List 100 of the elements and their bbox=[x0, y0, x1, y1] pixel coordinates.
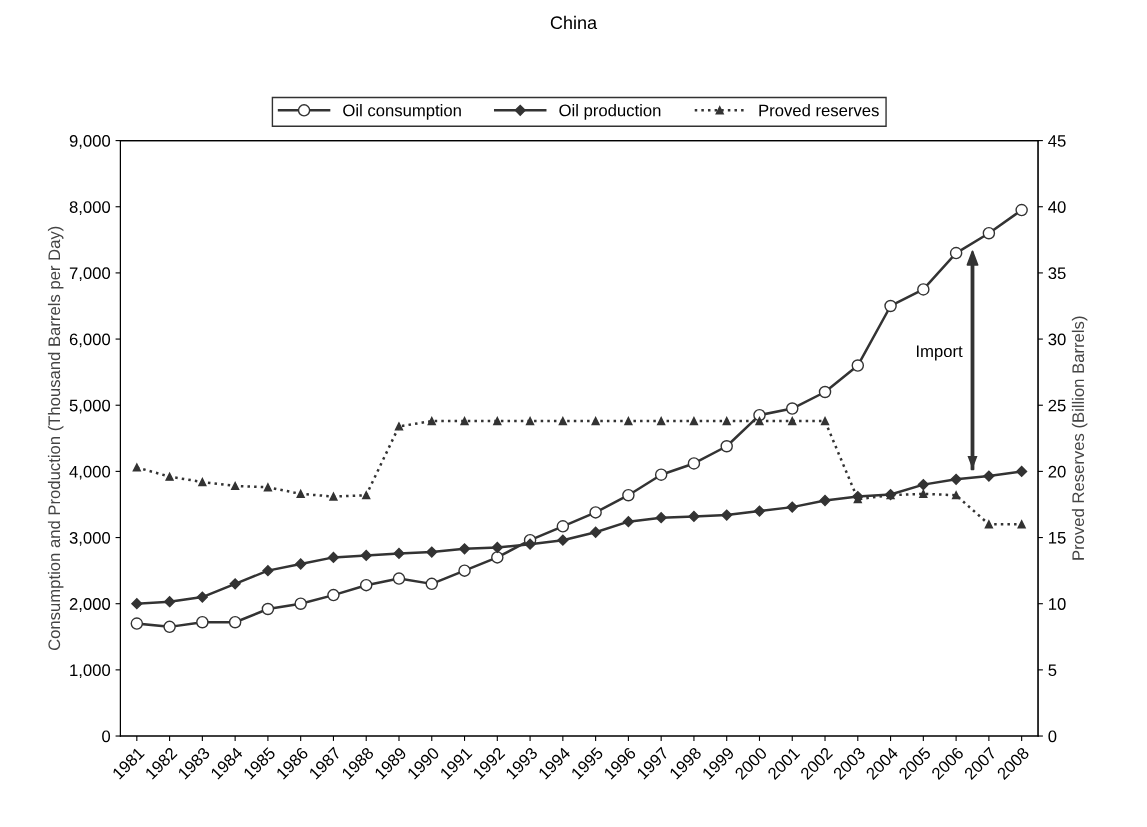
annotation: Import bbox=[916, 345, 963, 361]
point bbox=[132, 463, 141, 472]
point bbox=[818, 385, 832, 399]
point bbox=[294, 597, 307, 610]
point bbox=[949, 246, 963, 260]
point bbox=[426, 546, 438, 558]
point bbox=[427, 416, 436, 426]
point bbox=[163, 596, 176, 608]
point bbox=[198, 477, 207, 487]
y-tick-label: 7,000 bbox=[69, 267, 111, 282]
point bbox=[720, 439, 733, 453]
y-tick-label: 3,000 bbox=[69, 531, 111, 546]
point bbox=[458, 564, 471, 577]
legend-label: Oil consumption bbox=[343, 104, 461, 120]
point bbox=[493, 416, 502, 426]
y-tick-label: 5,000 bbox=[69, 399, 111, 414]
y-tick-label: 0 bbox=[102, 730, 111, 743]
point bbox=[393, 547, 405, 560]
y-axis-title: Consumption and Production (Thousand Barrels per Day) bbox=[47, 226, 64, 651]
point bbox=[228, 615, 242, 629]
point bbox=[296, 489, 305, 499]
point bbox=[460, 416, 469, 426]
legend-label: Proved reserves bbox=[759, 104, 879, 117]
point bbox=[951, 491, 961, 500]
point bbox=[131, 598, 143, 610]
y2-tick-label: 25 bbox=[1048, 399, 1066, 412]
point bbox=[556, 520, 570, 533]
y2-tick-label: 0 bbox=[1048, 730, 1057, 743]
point bbox=[819, 494, 831, 507]
point bbox=[851, 359, 865, 372]
point bbox=[624, 416, 633, 426]
point bbox=[261, 602, 275, 616]
point bbox=[1016, 465, 1028, 477]
point bbox=[788, 416, 797, 426]
point bbox=[982, 226, 996, 240]
y2-tick-label: 15 bbox=[1049, 532, 1066, 544]
y2-tick-label: 10 bbox=[1049, 598, 1066, 610]
point bbox=[884, 299, 897, 313]
point bbox=[362, 491, 371, 500]
point bbox=[394, 422, 404, 431]
point bbox=[722, 416, 731, 426]
y-tick-label: 1,000 bbox=[70, 664, 111, 679]
point bbox=[327, 551, 340, 564]
point bbox=[359, 578, 373, 592]
y2-tick-label: 40 bbox=[1048, 201, 1066, 213]
point bbox=[919, 489, 928, 499]
point bbox=[622, 488, 635, 502]
point bbox=[654, 468, 668, 481]
point bbox=[656, 416, 666, 426]
point bbox=[589, 506, 602, 519]
point bbox=[196, 615, 209, 629]
point bbox=[229, 578, 241, 590]
point bbox=[230, 481, 240, 491]
point bbox=[130, 617, 144, 630]
point bbox=[163, 620, 176, 634]
point bbox=[753, 505, 766, 517]
point bbox=[721, 509, 733, 521]
y2-axis-title: Proved Reserves (Billion Barrels) bbox=[1071, 316, 1088, 560]
point bbox=[688, 510, 700, 522]
y-tick-label: 6,000 bbox=[69, 333, 111, 348]
point bbox=[360, 549, 372, 562]
legend-label: Oil production bbox=[559, 104, 661, 120]
point bbox=[425, 577, 439, 591]
y-tick-label: 8,000 bbox=[69, 201, 111, 215]
point bbox=[1015, 203, 1028, 217]
point bbox=[263, 483, 273, 492]
y-tick-label: 2,000 bbox=[69, 598, 111, 612]
point bbox=[785, 402, 799, 415]
point bbox=[984, 520, 994, 529]
point bbox=[655, 512, 667, 524]
point bbox=[392, 572, 406, 585]
point bbox=[262, 565, 274, 577]
y2-tick-label: 30 bbox=[1048, 333, 1066, 346]
point bbox=[622, 516, 634, 528]
point bbox=[327, 588, 340, 602]
point bbox=[786, 501, 798, 513]
point bbox=[196, 591, 208, 603]
point bbox=[755, 416, 764, 426]
point bbox=[165, 472, 174, 481]
point bbox=[917, 283, 930, 296]
y-tick-label: 9,000 bbox=[69, 134, 111, 149]
point bbox=[950, 473, 962, 485]
chart-title: China bbox=[550, 15, 598, 30]
point bbox=[329, 492, 338, 501]
point bbox=[295, 558, 307, 570]
y-tick-label: 4,000 bbox=[69, 465, 111, 480]
point bbox=[591, 416, 600, 426]
y2-tick-label: 20 bbox=[1048, 465, 1066, 478]
point bbox=[1017, 520, 1026, 529]
point bbox=[491, 551, 504, 564]
point bbox=[558, 416, 568, 426]
y2-tick-label: 35 bbox=[1048, 267, 1066, 280]
point bbox=[820, 416, 830, 426]
y2-tick-label: 5 bbox=[1048, 664, 1057, 677]
point bbox=[689, 416, 699, 426]
point bbox=[687, 457, 701, 470]
point bbox=[458, 543, 471, 555]
point bbox=[983, 470, 995, 482]
point bbox=[590, 526, 602, 538]
y2-tick-label: 45 bbox=[1048, 135, 1066, 147]
